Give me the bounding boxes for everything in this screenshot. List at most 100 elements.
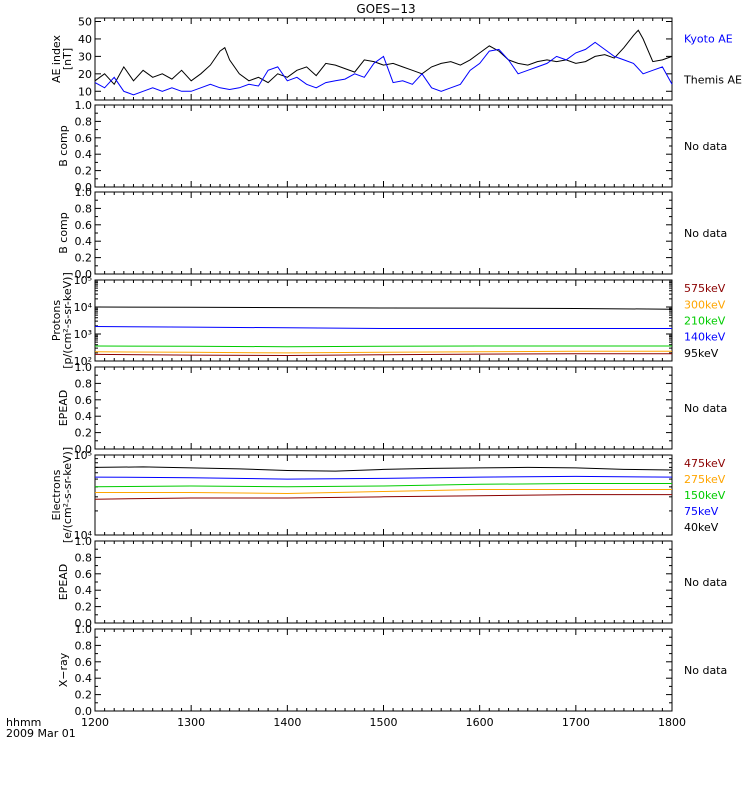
y-tick-label: 10⁵: [74, 274, 92, 287]
series-group-protons: [94, 306, 673, 357]
y-tick-label: 0.0: [75, 705, 93, 718]
legend-entry: 40keV: [684, 521, 719, 534]
y-tick-label: 0.0: [75, 617, 93, 630]
y-tick-label: 1.0: [75, 623, 93, 636]
y-tick-label: 0.0: [75, 268, 93, 281]
y-tick-label: 0.0: [75, 181, 93, 194]
panel-epead1: 0.0 0.2 0.4 0.6 0.8 1.0 EPEAD No data: [57, 361, 727, 456]
legend-entry: 475keV: [684, 457, 726, 470]
panel-ae: 10 20 30 40 50 AE index[nT] Kyoto AE Themis AE: [50, 15, 742, 101]
y-tick-label: 0.8: [75, 202, 93, 215]
legend-entry: Kyoto AE: [684, 33, 733, 46]
y-tick-label: 0.2: [75, 427, 93, 440]
y-tick-label: 0.8: [75, 115, 93, 128]
panel-frame: [94, 366, 673, 450]
panel-ylabel: [p/(cm²-s-sr-keV)]: [61, 272, 74, 369]
y-tick-label: 1.0: [75, 361, 93, 374]
x-tick-label: 1300: [177, 716, 205, 729]
y-tick-label: 0.2: [75, 689, 93, 702]
legend-entry: 95keV: [684, 347, 719, 360]
no-data-label: No data: [684, 576, 727, 589]
x-tick-label: 1200: [81, 716, 109, 729]
series-line-themis-ae: [94, 29, 673, 86]
y-tick-label: 0.8: [75, 639, 93, 652]
y-tick-label: 1.0: [75, 535, 93, 548]
legend-entry: 140keV: [684, 331, 726, 344]
series-line-40kev: [94, 466, 673, 472]
time-axis-label-line2: 2009 Mar 01: [6, 727, 76, 740]
x-tick-label: 1500: [370, 716, 398, 729]
y-tick-label: 0.4: [75, 584, 93, 597]
y-tick-label: 0.0: [75, 443, 93, 456]
y-tick-label: 0.2: [75, 601, 93, 614]
y-tick-label: 0.4: [75, 410, 93, 423]
y-tick-label: 0.6: [75, 394, 93, 407]
y-tick-label: 10³: [74, 328, 92, 341]
panel-frame: [94, 104, 673, 188]
y-tick-label: 0.4: [75, 235, 93, 248]
panels-group: 10 20 30 40 50 AE index[nT] Kyoto AE Themis AE 0…: [50, 15, 742, 718]
panel-frame: [94, 628, 673, 712]
series-line-475kev: [94, 494, 672, 500]
panel-bcomp1: 0.0 0.2 0.4 0.6 0.8 1.0 B comp No data: [57, 99, 727, 194]
y-tick-label: 1.0: [75, 99, 93, 112]
no-data-label: No data: [684, 227, 727, 240]
time-axis: 1200 1300 1400 1500 1600 1700 1800: [81, 716, 686, 729]
y-tick-label: 10⁴: [74, 301, 93, 314]
y-tick-label: 0.6: [75, 219, 93, 232]
y-tick-label: 10²: [74, 355, 92, 368]
panel-ylabel: Protons: [50, 300, 63, 341]
legend-entry: 575keV: [684, 282, 726, 295]
panel-frame: [94, 17, 673, 101]
x-tick-label: 1800: [658, 716, 686, 729]
y-tick-label: 0.4: [75, 148, 93, 161]
series-line-95kev: [94, 306, 673, 310]
x-tick-label: 1700: [562, 716, 590, 729]
panel-frame: [94, 540, 673, 624]
y-tick-label: 0.8: [75, 551, 93, 564]
legend-entry: 75keV: [684, 505, 719, 518]
y-tick-label: 0.4: [75, 672, 93, 685]
y-tick-label: 20: [78, 68, 92, 81]
y-tick-label: 10⁵: [74, 449, 92, 462]
y-tick-label: 30: [78, 50, 92, 63]
panel-ylabel: B comp: [57, 212, 70, 254]
panel-ylabel: B comp: [57, 125, 70, 167]
y-tick-label: 0.8: [75, 377, 93, 390]
series-line-275kev: [95, 489, 672, 495]
panel-frame: [94, 191, 673, 275]
panel-ylabel: [nT]: [61, 48, 74, 70]
y-tick-label: 10⁴: [74, 529, 93, 542]
panel-ylabel: [e/(cm²-s-sr-keV)]: [61, 447, 74, 543]
y-tick-label: 0.6: [75, 656, 93, 669]
y-tick-label: 0.6: [75, 132, 93, 145]
y-tick-label: 10: [78, 85, 92, 98]
y-tick-label: 50: [78, 15, 92, 28]
panel-ylabel: EPEAD: [57, 564, 70, 601]
panel-electrons: 10⁴ 10⁵ Electrons[e/(cm²-s-sr-keV)] 475keV 2…: [50, 447, 726, 543]
series-line-575kev: [94, 353, 672, 357]
panel-ylabel: Electrons: [50, 469, 63, 520]
panel-ylabel: X−ray: [57, 652, 70, 687]
legend-entry: 275keV: [684, 473, 726, 486]
series-group-electrons: [94, 466, 673, 500]
no-data-label: No data: [684, 664, 727, 677]
series-line-300kev: [94, 350, 672, 354]
panel-ylabel: EPEAD: [57, 390, 70, 427]
series-group-ae: [94, 29, 673, 96]
panel-epead2: 0.0 0.2 0.4 0.6 0.8 1.0 EPEAD No data: [57, 535, 727, 630]
y-tick-label: 0.2: [75, 252, 93, 265]
no-data-label: No data: [684, 140, 727, 153]
y-tick-label: 0.2: [75, 165, 93, 178]
panel-bcomp2: 0.0 0.2 0.4 0.6 0.8 1.0 B comp No data: [57, 186, 727, 281]
legend-entry: 300keV: [684, 298, 726, 311]
x-tick-label: 1400: [273, 716, 301, 729]
legend-entry: 210keV: [684, 315, 726, 328]
time-axis-label-line1: hhmm: [6, 716, 41, 729]
panel-protons: 10² 10³ 10⁴ 10⁵ Protons[p/(cm²-s-sr-keV)] 575…: [50, 272, 726, 369]
panel-xray: 0.0 0.2 0.4 0.6 0.8 1.0 X−ray No data: [57, 623, 727, 718]
y-tick-label: 40: [78, 33, 92, 46]
series-line-kyoto-ae: [94, 41, 673, 96]
x-tick-label: 1600: [466, 716, 494, 729]
